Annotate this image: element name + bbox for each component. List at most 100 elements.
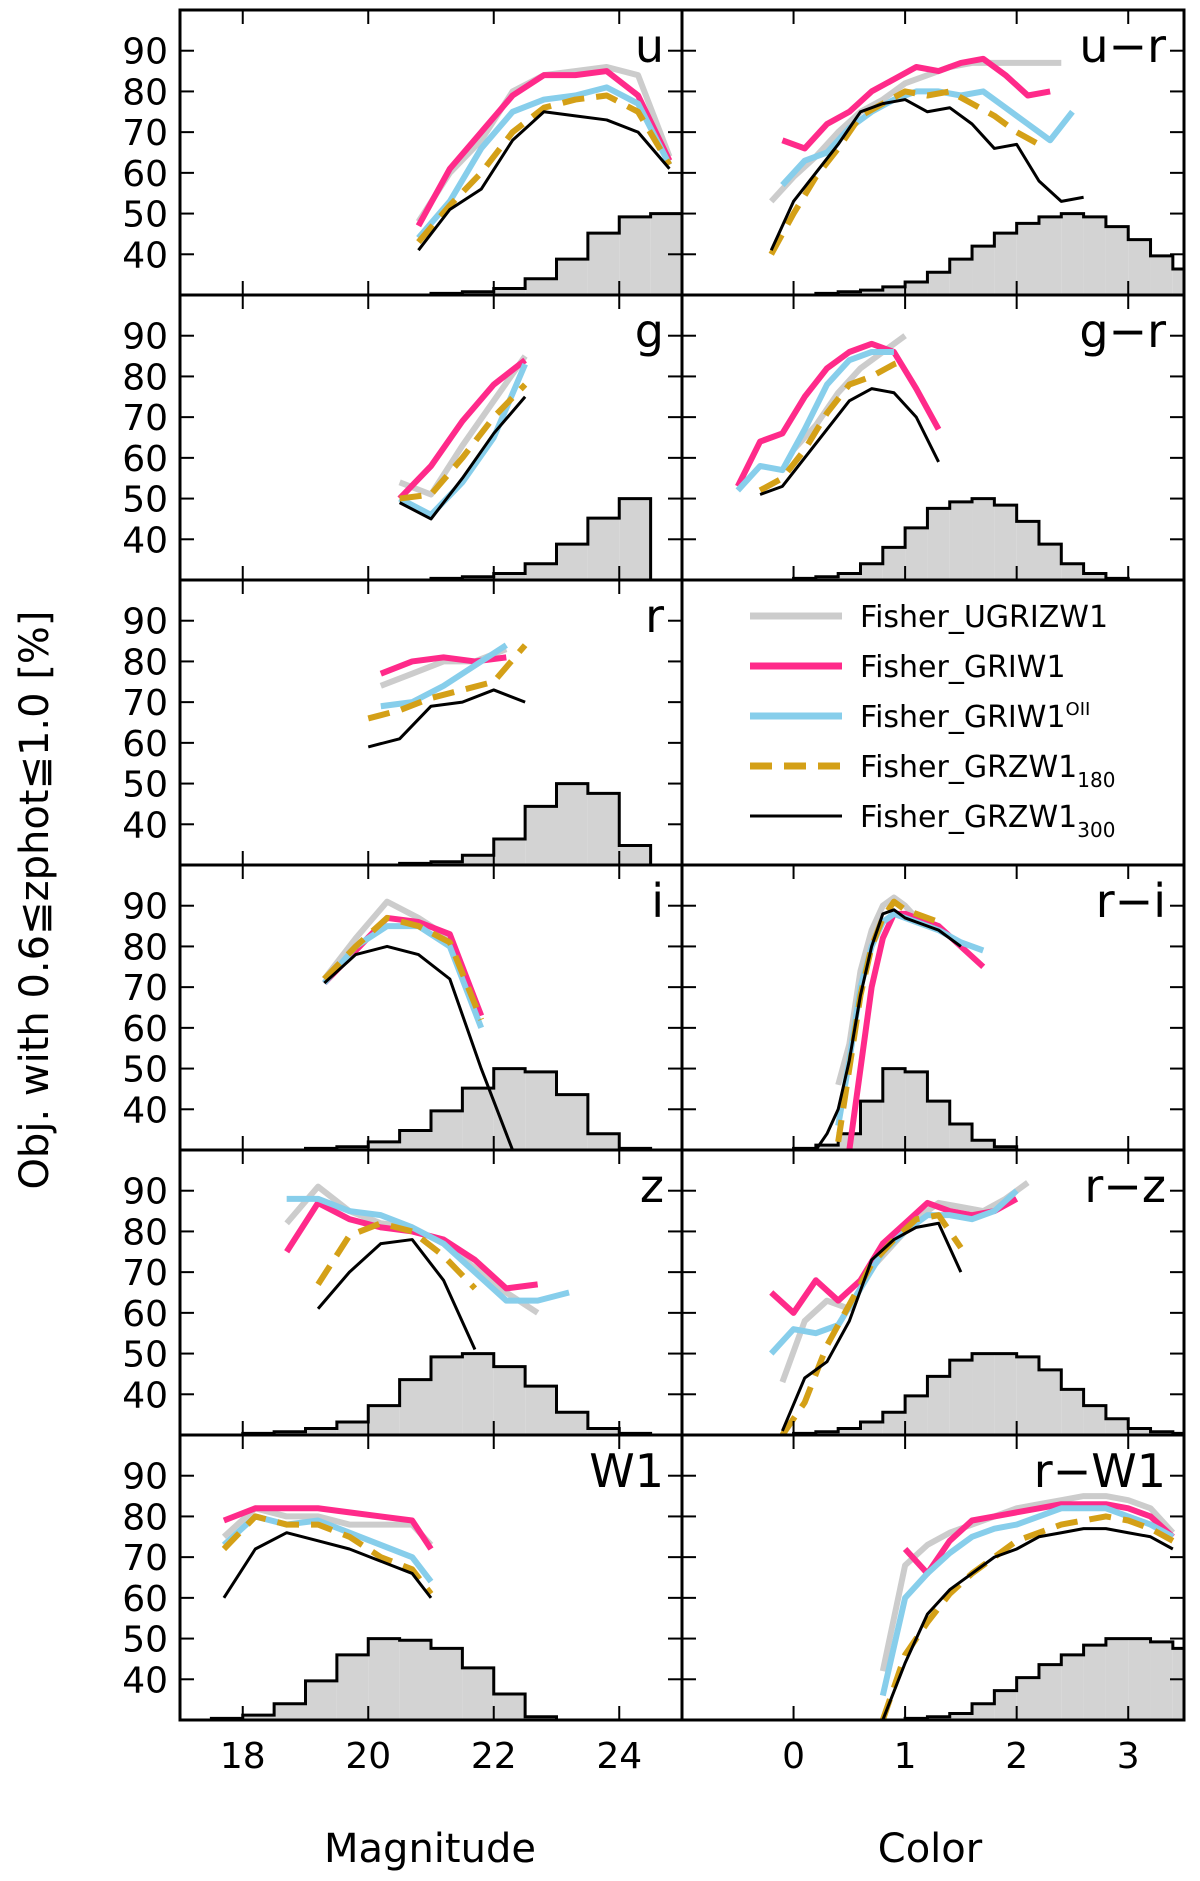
- histogram-bar: [713, 236, 744, 295]
- legend: Fisher_UGRIZW1 Fisher_GRIW1 Fisher_GRIW1OI…: [750, 600, 1115, 842]
- histogram-bar: [431, 1110, 463, 1150]
- panel-label: r−z: [1084, 1159, 1166, 1213]
- legend-label-fisher-griw1-oii: Fisher_GRIW1OII: [860, 699, 1090, 735]
- legend-label-fisher-grzw1-300: Fisher_GRZW1300: [860, 800, 1115, 842]
- histogram-bar: [994, 1353, 1017, 1435]
- y-tick-label: 60: [122, 439, 168, 480]
- panel-plot-area: [682, 333, 1184, 580]
- histogram-bar: [336, 1654, 369, 1720]
- y-tick-label: 50: [122, 480, 168, 521]
- x-tick-label: 20: [345, 1736, 391, 1777]
- histogram-bar: [587, 518, 620, 580]
- panel-label: W1: [589, 1444, 664, 1498]
- panel-plot-area: [682, 55, 1200, 295]
- series-line-fisher-grzw1-300: [781, 1221, 963, 1432]
- histogram-bar: [493, 1068, 526, 1150]
- legend-label-fisher-ugrizw1: Fisher_UGRIZW1: [860, 600, 1108, 635]
- panel-plot-area: [180, 64, 776, 295]
- histogram-bar: [1061, 213, 1084, 295]
- histogram-bar: [587, 1133, 620, 1150]
- series-line-fisher-grzw1-300: [398, 395, 527, 521]
- histogram-bar: [905, 1071, 928, 1150]
- histogram-bar: [1061, 1654, 1084, 1720]
- histogram-bar: [1150, 1641, 1173, 1720]
- series-line-fisher-grzw1-180: [399, 382, 528, 502]
- histogram-bar: [462, 1667, 494, 1720]
- panel-u-r: u−r: [680, 8, 1200, 297]
- histogram-bar: [1150, 255, 1173, 295]
- histogram-bar: [399, 1130, 431, 1150]
- series-line-fisher-griw1: [222, 1505, 434, 1551]
- series-line-fisher-griw1-oii: [286, 1195, 570, 1304]
- series-line-fisher-griw1: [415, 68, 673, 228]
- histogram-bar: [745, 262, 776, 295]
- y-tick-label: 80: [122, 642, 168, 683]
- y-tick-label: 50: [122, 1050, 168, 1091]
- histogram-bar: [462, 576, 494, 580]
- histogram-outline: [682, 497, 1184, 580]
- histogram-bar: [587, 793, 620, 865]
- panel-plot-area: [180, 642, 653, 865]
- x-axis-label-magnitude: Magnitude: [324, 1826, 536, 1872]
- histogram-bar: [274, 1703, 306, 1720]
- series-line-fisher-griw1-oii: [879, 1505, 1175, 1697]
- histogram-bar: [525, 806, 557, 865]
- x-tick-label: 18: [220, 1736, 266, 1777]
- histogram-outline: [180, 782, 653, 865]
- x-tick-label: 0: [782, 1736, 805, 1777]
- histogram-bar: [336, 1421, 369, 1435]
- histogram-bar: [1038, 216, 1062, 295]
- y-tick-label: 50: [122, 1620, 168, 1661]
- histogram-bar: [905, 281, 928, 295]
- panel-r-i: r−i: [680, 863, 1186, 1152]
- series-line-fisher-griw1-oii: [322, 923, 484, 1029]
- histogram-bar: [619, 498, 651, 580]
- histogram-bar: [949, 1713, 973, 1720]
- histogram-bar: [1195, 1658, 1200, 1720]
- legend-panel-frame: [680, 578, 1186, 867]
- y-tick-label: 80: [122, 1497, 168, 1538]
- histogram-bar: [1016, 521, 1039, 580]
- series-line-fisher-grzw1-300: [769, 98, 1084, 251]
- histogram-bar: [462, 1353, 494, 1435]
- series-line-fisher-griw1-oii: [735, 349, 894, 493]
- legend-label-fisher-griw1: Fisher_GRIW1: [860, 650, 1066, 685]
- histogram-bar: [431, 1648, 463, 1720]
- histogram-bar: [525, 1071, 557, 1150]
- histogram-bar: [493, 573, 526, 580]
- histogram-bar: [994, 1690, 1017, 1720]
- histogram-bar: [1038, 544, 1062, 580]
- histogram-bar: [1105, 226, 1129, 295]
- panel-plot-area: [682, 1493, 1200, 1720]
- histogram-bar: [305, 1680, 337, 1720]
- series-line-fisher-griw1: [902, 1501, 1175, 1577]
- histogram-bar: [1083, 573, 1106, 580]
- series-line-fisher-griw1: [397, 357, 527, 501]
- y-tick-label: 60: [122, 1009, 168, 1050]
- series-line-fisher-griw1: [781, 55, 1051, 152]
- histogram-bar: [838, 1428, 861, 1435]
- x-tick-label: 24: [596, 1736, 642, 1777]
- series-line-fisher-grzw1-300: [759, 387, 940, 496]
- series-line-fisher-griw1-oii: [416, 84, 673, 240]
- histogram-bar: [1150, 1431, 1173, 1435]
- histogram-bar: [882, 1412, 906, 1435]
- panel-plot-area: [682, 894, 1184, 1150]
- histogram-bar: [1195, 279, 1200, 295]
- histogram-bar: [838, 573, 861, 580]
- histogram-bar: [587, 233, 620, 295]
- y-tick-label: 70: [122, 683, 168, 724]
- panel-g-r: g−r: [680, 293, 1186, 582]
- y-tick-label: 60: [122, 724, 168, 765]
- series-line-fisher-grzw1-180: [221, 1513, 434, 1596]
- series-line-fisher-grzw1-300: [814, 908, 962, 1150]
- histogram-bar: [949, 501, 973, 580]
- x-axis-label-color: Color: [878, 1826, 983, 1872]
- histogram-bar: [1083, 216, 1106, 295]
- histogram-bar: [882, 547, 906, 580]
- series-line-fisher-griw1: [735, 340, 942, 488]
- series-line-fisher-ugrizw1: [398, 354, 528, 498]
- histogram-bar: [972, 246, 995, 295]
